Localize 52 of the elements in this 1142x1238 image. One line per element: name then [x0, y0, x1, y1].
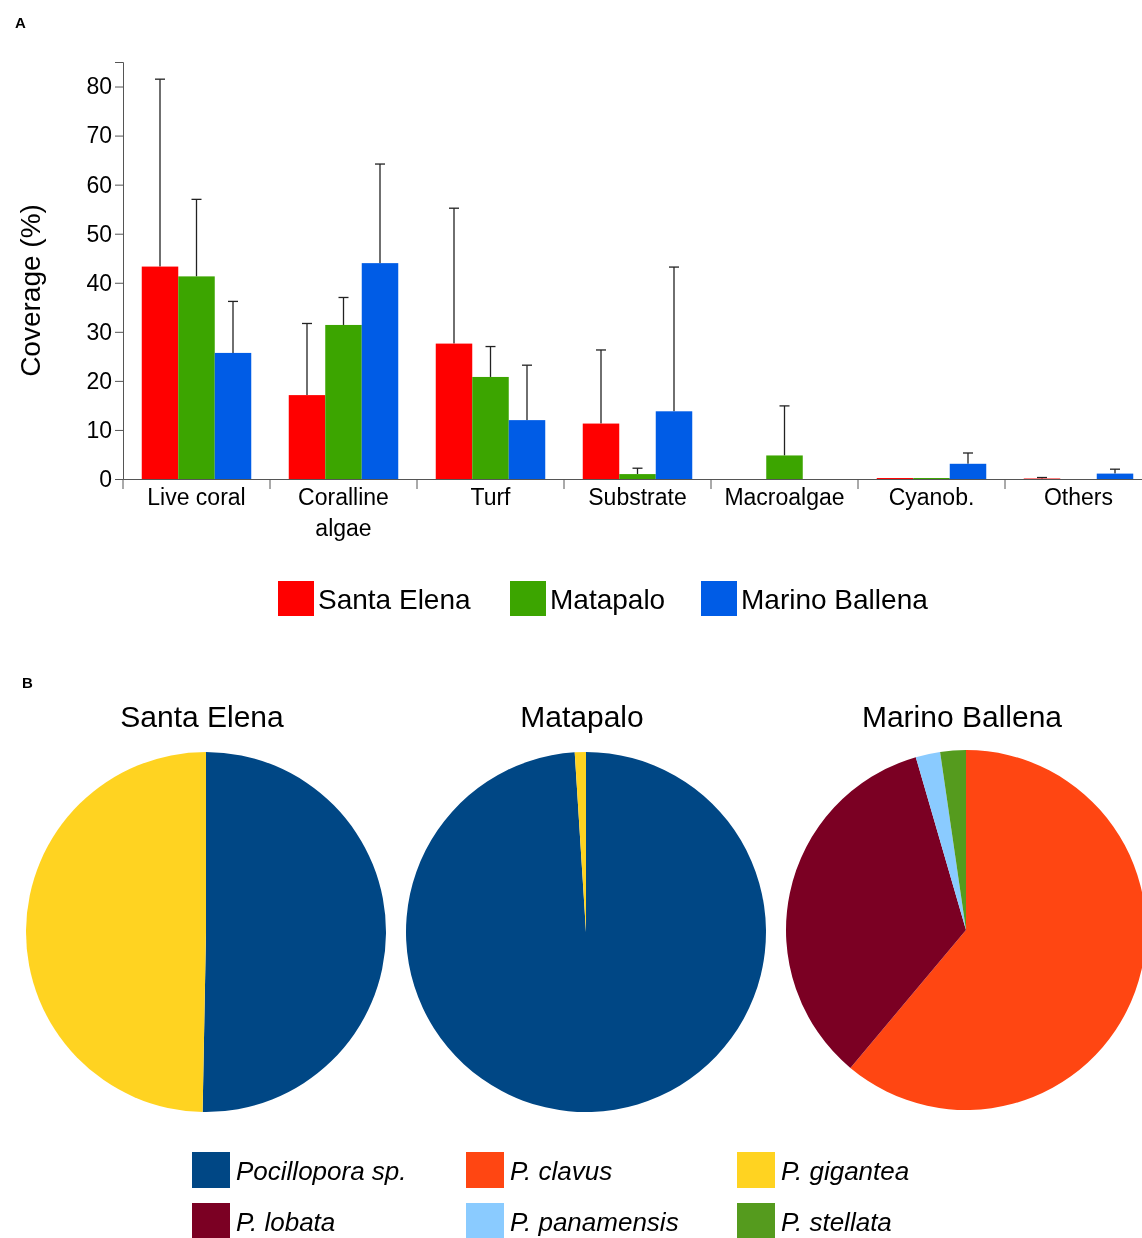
chart-title: Santa Elena: [120, 700, 285, 733]
x-tick-label: Substrate: [588, 484, 687, 510]
pie-slice: [202, 752, 386, 1112]
x-tick-label: Cyanob.: [888, 484, 975, 510]
legend-label: Pocillopora sp.: [236, 1156, 407, 1186]
legend-label: P. stellata: [781, 1207, 892, 1237]
pie-slice: [406, 752, 766, 1112]
bar: [361, 263, 399, 479]
bar: [1096, 473, 1134, 479]
y-axis-title: Coverage (%): [15, 204, 46, 377]
chart-title: Matapalo: [520, 700, 644, 733]
x-tick-label: Live coral: [147, 484, 246, 510]
chart-title: Marino Ballena: [861, 700, 1063, 733]
y-tick-label: 80: [86, 73, 112, 100]
y-tick-label: 60: [86, 171, 112, 198]
y-tick-label: 0: [99, 465, 112, 492]
legend-label: Matapalo: [550, 584, 666, 615]
bar: [325, 324, 362, 479]
bar: [582, 423, 620, 479]
bar: [472, 376, 509, 479]
legend-label: P. clavus: [510, 1156, 613, 1186]
x-tick-label: Coralline algae: [298, 484, 389, 541]
text: A: [15, 14, 26, 31]
bar: [141, 266, 179, 479]
y-tick-label: 70: [86, 122, 112, 149]
bar: [288, 395, 326, 479]
legend-label: P. lobata: [236, 1207, 336, 1237]
legend-label: Santa Elena: [318, 584, 471, 615]
x-tick-label: Macroalgae: [724, 484, 845, 510]
bar: [178, 276, 215, 479]
bar: [619, 474, 656, 479]
pie-slice: [26, 752, 206, 1112]
text: B: [22, 674, 33, 691]
y-tick-label: 40: [86, 269, 112, 296]
bar: [214, 352, 252, 479]
pie-slice: [786, 757, 966, 1068]
legend-label: P. gigantea: [781, 1156, 910, 1186]
y-tick-label: 10: [86, 416, 112, 443]
legend-label: Marino Ballena: [741, 584, 929, 615]
y-tick-label: 30: [86, 318, 112, 345]
legend-label: P. panamensis: [510, 1207, 679, 1237]
y-tick-label: 20: [86, 367, 112, 394]
y-tick-label: 50: [86, 220, 112, 247]
x-tick-label: Turf: [470, 484, 512, 510]
bar: [949, 463, 987, 479]
bar: [435, 343, 473, 479]
pie-slice: [915, 751, 966, 930]
bar: [508, 420, 546, 479]
x-tick-label: Others: [1043, 484, 1114, 510]
bar: [766, 455, 803, 479]
bar: [655, 411, 693, 479]
pie-slice: [940, 750, 966, 930]
